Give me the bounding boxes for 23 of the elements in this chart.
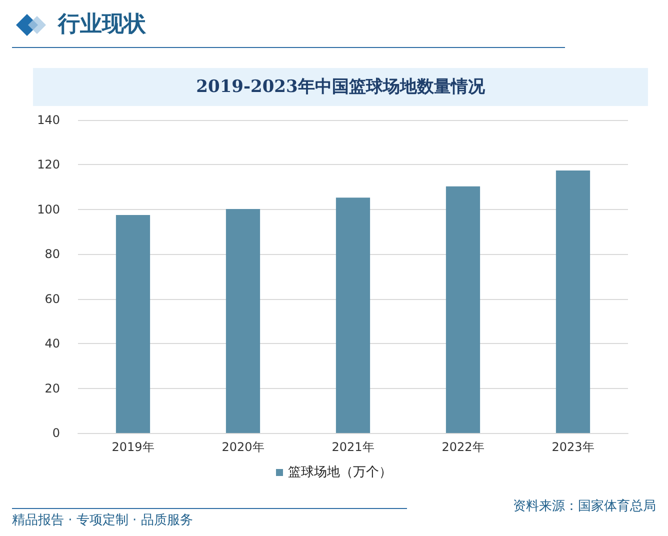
- bar: [446, 186, 480, 433]
- x-tick-label: 2019年: [112, 440, 154, 454]
- x-tick-label: 2021年: [332, 440, 374, 454]
- bar: [336, 198, 370, 433]
- y-tick-label: 20: [44, 381, 60, 396]
- y-tick-label: 80: [44, 247, 60, 262]
- chart-title: 2019-2023年中国篮球场地数量情况: [33, 68, 648, 106]
- x-tick-label: 2022年: [442, 440, 484, 454]
- x-tick-label: 2020年: [222, 440, 264, 454]
- y-tick-label: 40: [44, 336, 60, 351]
- text: 资料来源：国家体育总局: [513, 498, 656, 516]
- bar: [226, 208, 260, 433]
- text: 行业现状: [58, 11, 146, 39]
- text: 精品报告 · 专项定制 · 品质服务: [12, 512, 193, 530]
- y-tick-label: 60: [44, 292, 60, 306]
- legend-label: 篮球场地（万个）: [288, 465, 392, 480]
- y-tick-label: 100: [37, 202, 60, 216]
- y-tick-label: 0: [52, 426, 60, 440]
- bar: [556, 170, 590, 433]
- y-tick-label: 120: [37, 158, 60, 172]
- x-tick-label: 2023年: [552, 440, 594, 454]
- bar: [116, 215, 150, 433]
- y-tick-label: 140: [37, 113, 60, 127]
